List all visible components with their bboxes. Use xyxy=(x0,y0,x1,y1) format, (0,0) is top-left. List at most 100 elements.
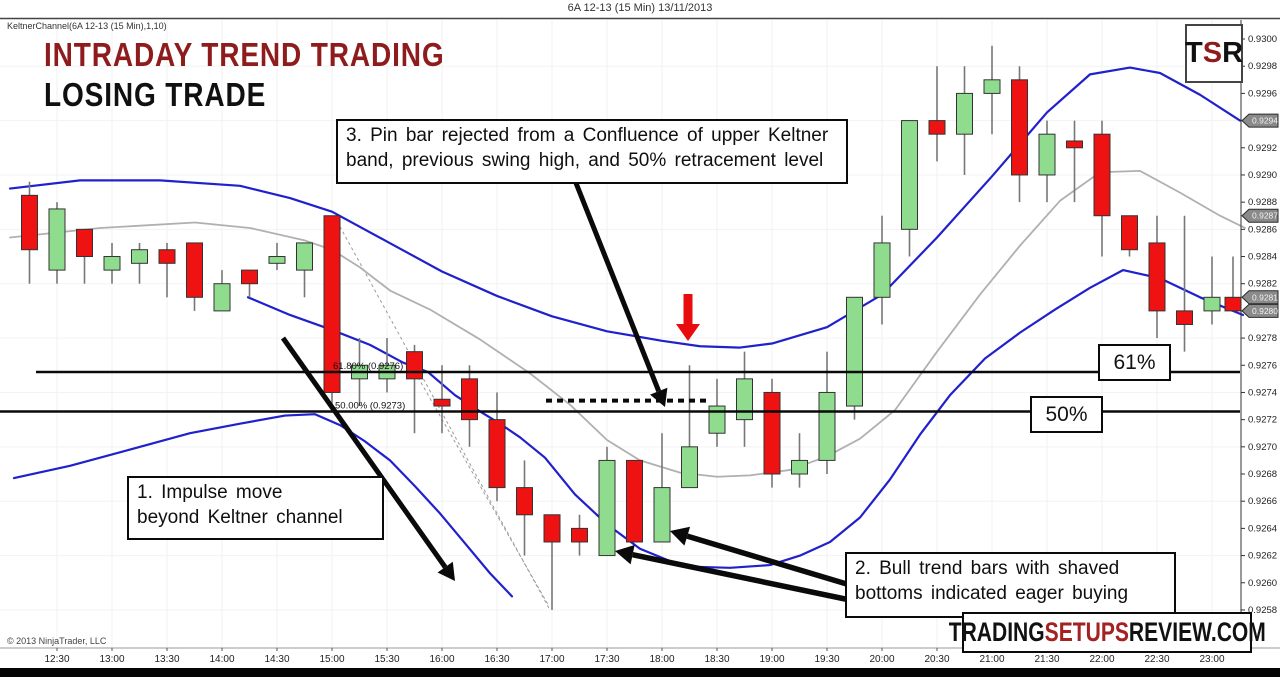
watermark: TRADINGSETUPSREVIEW.COM xyxy=(948,612,1266,653)
annotation-impulse-move: 1. Impulse move beyond Keltner channel xyxy=(127,476,384,540)
time-axis-label: 22:30 xyxy=(1144,654,1169,665)
candlestick-20:45 xyxy=(956,92,973,135)
annotation-impulse-line2: beyond Keltner channel xyxy=(137,507,343,528)
price-axis-label: 0.9274 xyxy=(1248,387,1277,398)
watermark-trading: TRADING xyxy=(948,617,1045,647)
candlestick-16:45 xyxy=(516,487,533,516)
fib-61-label-box: 61% xyxy=(1098,344,1171,381)
time-axis-label: 15:30 xyxy=(374,654,399,665)
bull-bars-arrow-2-head xyxy=(615,544,635,565)
keltner-lower-band-left xyxy=(12,413,514,598)
price-axis-label: 0.9298 xyxy=(1248,61,1277,72)
time-axis-label: 19:30 xyxy=(814,654,839,665)
candlestick-18:15 xyxy=(681,446,698,489)
candlestick-19:00 xyxy=(763,391,781,475)
fib-diagonal-line xyxy=(336,220,551,611)
window-title: 6A 12-13 (15 Min) 13/11/2013 xyxy=(567,2,713,14)
headline-title: INTRADAY TREND TRADING xyxy=(44,36,445,73)
watermark-setups: SETUPS xyxy=(1044,617,1129,647)
candlestick-23:15 xyxy=(1224,296,1242,312)
pin-bar-arrow xyxy=(571,177,662,393)
candlestick-19:30 xyxy=(818,391,836,461)
price-axis-label: 0.9258 xyxy=(1248,605,1277,616)
time-axis-label: 13:30 xyxy=(154,654,179,665)
bottom-black-bar xyxy=(0,668,1280,677)
annotation-bull-bars-line1: 2. Bull trend bars with shaved xyxy=(855,558,1120,579)
candlestick-17:30 xyxy=(598,459,616,557)
indicator-label: KeltnerChannel(6A 12-13 (15 Min),1,10) xyxy=(7,21,167,31)
candlestick-21:00 xyxy=(983,79,1001,94)
time-axis-label: 21:00 xyxy=(979,654,1004,665)
price-tag-value: 0.9287 xyxy=(1252,211,1278,221)
candlestick-13:00 xyxy=(103,256,121,271)
price-axis-label: 0.9284 xyxy=(1248,252,1277,263)
pin-bar-arrow-head xyxy=(650,387,668,407)
candlestick-18:00 xyxy=(653,487,671,543)
time-axis-label: 17:00 xyxy=(539,654,564,665)
fib-50-label-box: 50% xyxy=(1030,396,1103,433)
time-axis-label: 16:30 xyxy=(484,654,509,665)
impulse-arrow-head xyxy=(437,561,455,581)
time-axis-label: 13:00 xyxy=(99,654,124,665)
annotation-impulse-line1: 1. Impulse move xyxy=(137,482,283,503)
price-axis-label: 0.9296 xyxy=(1248,88,1277,99)
candlestick-22:30 xyxy=(1148,242,1166,312)
price-axis-label: 0.9292 xyxy=(1248,143,1277,154)
price-tag-value: 0.9294 xyxy=(1252,116,1278,126)
candlestick-14:45 xyxy=(296,242,313,271)
price-axis-label: 0.9276 xyxy=(1248,360,1277,371)
candlestick-19:15 xyxy=(791,459,808,475)
price-axis-label: 0.9290 xyxy=(1248,170,1277,181)
candlestick-15:45 xyxy=(406,351,423,380)
headline-subtitle: LOSING TRADE xyxy=(44,76,267,113)
watermark-review: REVIEW.COM xyxy=(1128,617,1266,647)
annotation-bull-bars: 2. Bull trend bars with shaved bottoms i… xyxy=(845,552,1176,618)
annotation-bull-bars-line2: bottoms indicated eager buying xyxy=(855,583,1129,604)
price-tag xyxy=(1241,290,1279,305)
fib-level-label: 61.80% (0.9276) xyxy=(333,361,403,372)
candlestick-20:15 xyxy=(901,120,918,230)
candlestick-13:15 xyxy=(131,249,148,264)
time-axis-label: 16:00 xyxy=(429,654,454,665)
time-axis-label: 22:00 xyxy=(1089,654,1114,665)
candlestick-22:15 xyxy=(1121,215,1138,251)
candlestick-12:15 xyxy=(21,194,38,251)
candlestick-12:45 xyxy=(76,228,93,258)
annotation-pin-bar-line2: band, previous swing high, and 50% retra… xyxy=(346,150,824,171)
price-tag-value: 0.9281 xyxy=(1252,292,1278,302)
candlestick-16:15 xyxy=(461,378,478,421)
candlestick-21:30 xyxy=(1038,133,1056,176)
annotation-pin-bar-line1: 3. Pin bar rejected from a Confluence of… xyxy=(346,125,829,146)
price-axis-label: 0.9272 xyxy=(1248,415,1277,426)
time-axis-label: 18:00 xyxy=(649,654,674,665)
candlestick-18:45 xyxy=(736,378,753,421)
candlestick-18:30 xyxy=(708,405,726,434)
price-axis-label: 0.9260 xyxy=(1248,578,1277,589)
time-axis-label: 14:30 xyxy=(264,654,289,665)
tsr-logo-s: S xyxy=(1202,37,1223,69)
price-axis-label: 0.9300 xyxy=(1248,34,1277,45)
candlestick-14:15 xyxy=(241,269,258,285)
price-axis-label: 0.9286 xyxy=(1248,224,1277,235)
price-tag xyxy=(1241,303,1279,318)
price-tag xyxy=(1241,113,1279,128)
time-axis-label: 20:30 xyxy=(924,654,949,665)
price-axis-label: 0.9278 xyxy=(1248,333,1277,344)
time-axis-label: 23:00 xyxy=(1199,654,1224,665)
candlestick-15:00 xyxy=(323,215,341,393)
price-tag-value: 0.9280 xyxy=(1252,306,1278,316)
bull-bars-arrow-2 xyxy=(632,551,851,603)
time-axis-label: 12:30 xyxy=(44,654,69,665)
price-axis-label: 0.9266 xyxy=(1248,496,1277,507)
keltner-upper-band xyxy=(8,66,1242,349)
candlestick-17:15 xyxy=(571,527,588,543)
candlestick-13:45 xyxy=(186,242,203,298)
candlestick-22:00 xyxy=(1093,133,1111,217)
tsr-logo-t: T xyxy=(1185,37,1203,69)
time-axis-label: 21:30 xyxy=(1034,654,1059,665)
price-axis-label: 0.9270 xyxy=(1248,442,1277,453)
candlestick-13:30 xyxy=(158,249,176,264)
candlestick-21:45 xyxy=(1066,140,1083,149)
